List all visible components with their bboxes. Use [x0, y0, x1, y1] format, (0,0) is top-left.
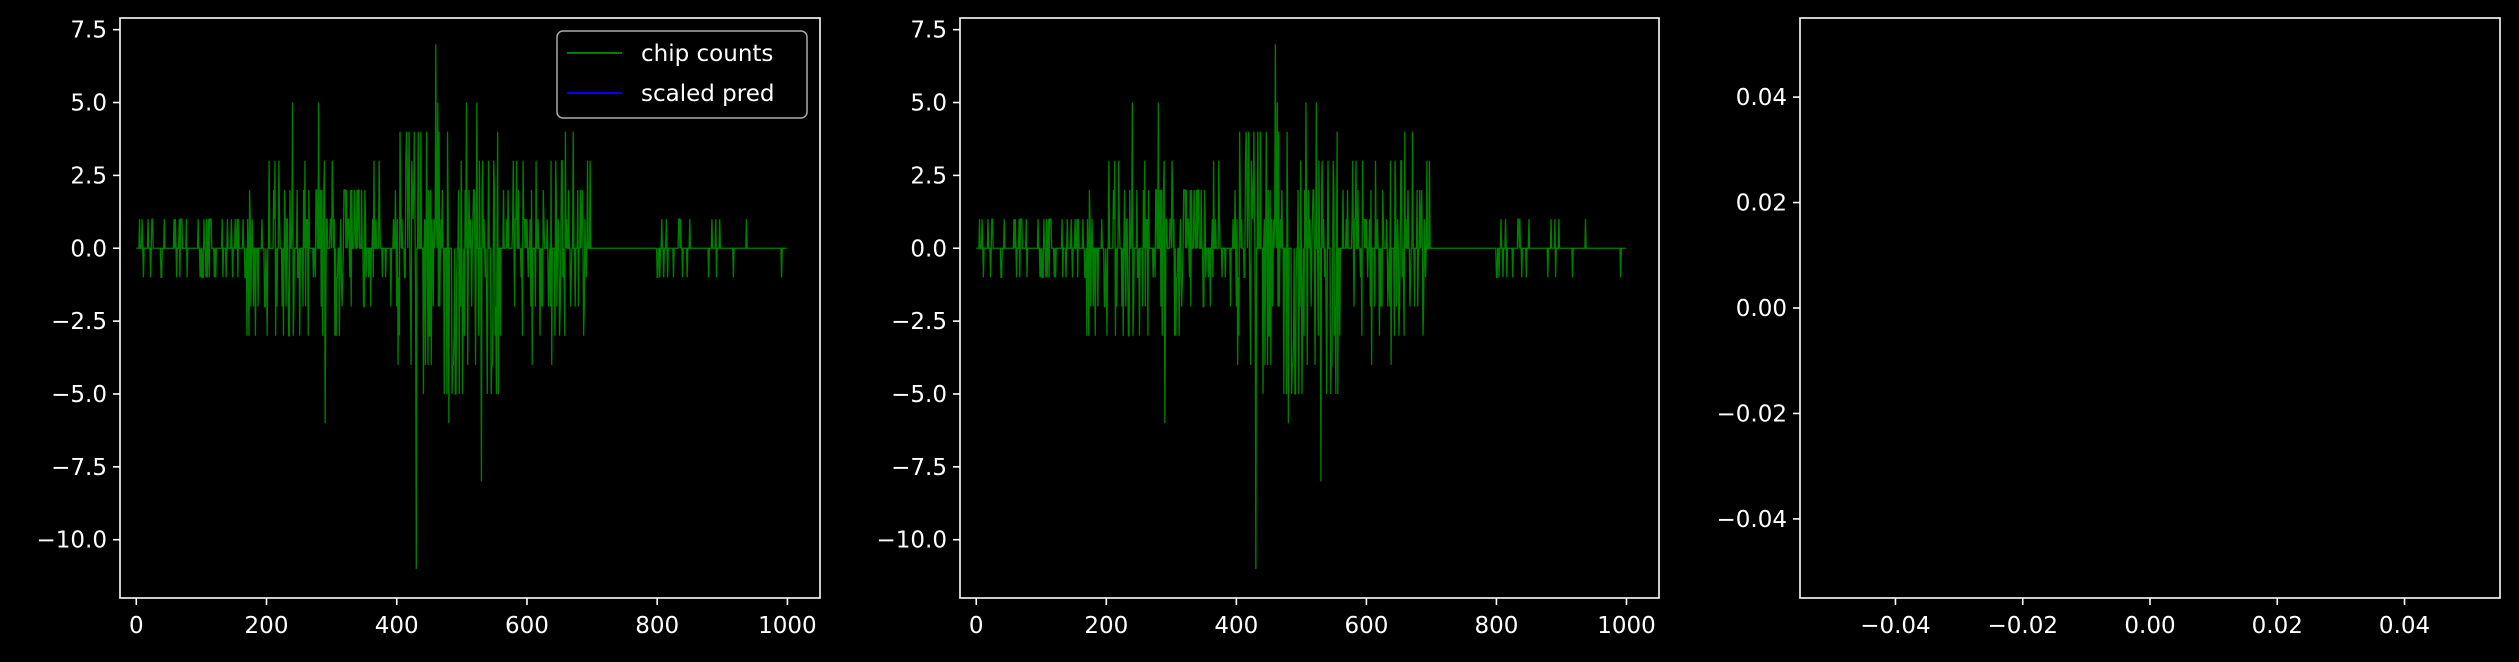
panel-3-y-ticks: −0.04 −0.02 0.00 0.02 0.04 [1717, 85, 1800, 533]
y-tick-label: −7.5 [891, 455, 947, 481]
panel-2-signal-line [976, 44, 1626, 569]
y-tick-label: −2.5 [51, 309, 107, 335]
y-tick-label: −2.5 [891, 309, 947, 335]
x-tick-label: 0.04 [2379, 613, 2430, 639]
y-tick-label: −7.5 [51, 455, 107, 481]
x-tick-label: 1000 [758, 613, 817, 639]
x-tick-label: 200 [1084, 613, 1128, 639]
y-tick-label: 0.0 [910, 236, 947, 262]
panel-1-signal-line [136, 44, 787, 569]
y-tick-label: 0.0 [70, 236, 107, 262]
x-tick-label: 800 [635, 613, 679, 639]
panel-1-y-ticks: −10.0 −7.5 −5.0 −2.5 0.0 2.5 5.0 7.5 [37, 18, 120, 554]
x-tick-label: 1000 [1597, 613, 1656, 639]
y-tick-label: 7.5 [70, 18, 107, 44]
y-tick-label: −10.0 [37, 528, 107, 554]
panel-3-axes-frame [1799, 17, 2501, 599]
y-tick-label: 7.5 [910, 18, 947, 44]
legend-label-scaled-pred: scaled pred [641, 81, 774, 107]
panel-1-axes-frame [119, 17, 821, 599]
panel-3: −0.04 −0.02 0.00 0.02 0.04 −0.04 −0.02 0.00 0.0… [1717, 17, 2501, 639]
panel-1-x-ticks: 0 200 400 600 800 1000 [129, 598, 817, 639]
panel-1: 0 200 400 600 800 1000 −10.0 −7.5 −5.0 −2.5 0.0 2.… [37, 17, 821, 639]
y-tick-label: 5.0 [70, 91, 107, 117]
x-tick-label: 0.02 [2252, 613, 2303, 639]
x-tick-label: 600 [505, 613, 549, 639]
x-tick-label: 400 [375, 613, 419, 639]
x-tick-label: 0 [969, 613, 984, 639]
panel-3-x-ticks: −0.04 −0.02 0.00 0.02 0.04 [1860, 598, 2430, 639]
y-tick-label: −5.0 [51, 382, 107, 408]
y-tick-label: −0.04 [1717, 507, 1787, 533]
panel-2: 0 200 400 600 800 1000 −10.0 −7.5 −5.0 −2.5 0.0 2.… [877, 17, 1660, 639]
panel-1-legend: chip counts scaled pred [556, 30, 808, 119]
y-tick-label: 0.04 [1736, 85, 1787, 111]
x-tick-label: 800 [1474, 613, 1518, 639]
y-tick-label: 5.0 [910, 91, 947, 117]
y-tick-label: 2.5 [910, 163, 947, 189]
x-tick-label: 0.00 [2124, 613, 2175, 639]
panel-2-x-ticks: 0 200 400 600 800 1000 [969, 598, 1656, 639]
x-tick-label: 0 [129, 613, 144, 639]
y-tick-label: 0.02 [1736, 191, 1787, 217]
panel-2-axes-frame [959, 17, 1660, 599]
x-tick-label: 600 [1344, 613, 1388, 639]
y-tick-label: −5.0 [891, 382, 947, 408]
x-tick-label: −0.04 [1860, 613, 1930, 639]
x-tick-label: 200 [245, 613, 289, 639]
y-tick-label: −10.0 [877, 528, 947, 554]
legend-label-chip-counts: chip counts [641, 41, 773, 67]
x-tick-label: −0.02 [1987, 613, 2057, 639]
y-tick-label: 0.00 [1736, 296, 1787, 322]
panel-2-y-ticks: −10.0 −7.5 −5.0 −2.5 0.0 2.5 5.0 7.5 [877, 18, 960, 554]
y-tick-label: 2.5 [70, 163, 107, 189]
x-tick-label: 400 [1214, 613, 1258, 639]
y-tick-label: −0.02 [1717, 401, 1787, 427]
